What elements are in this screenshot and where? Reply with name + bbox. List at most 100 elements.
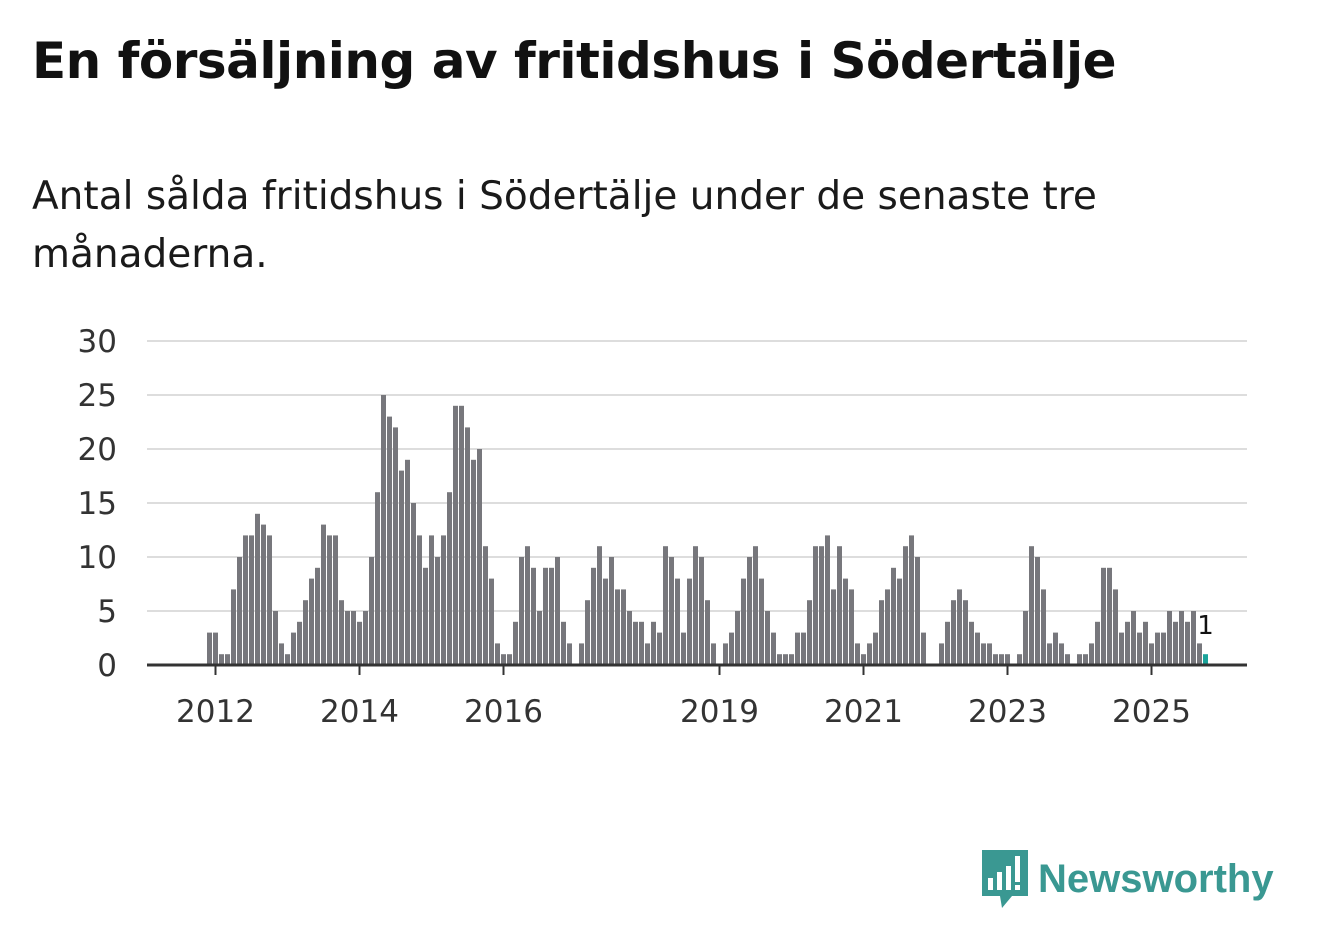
bar [693,546,698,665]
bar [513,621,518,665]
bar [939,643,944,665]
bar [417,535,422,665]
x-tick-label: 2021 [824,694,903,730]
bar [1047,643,1052,665]
bar [423,567,428,665]
bar [777,654,782,665]
bar [813,546,818,665]
bar [1029,546,1034,665]
bar [705,600,710,665]
bar [1173,621,1178,665]
page-title: En försäljning av fritidshus i Södertälj… [32,32,1117,90]
bar [987,643,992,665]
bar [633,621,638,665]
bar [861,654,866,665]
bar [843,578,848,665]
bar [711,643,716,665]
bar [483,546,488,665]
bar [351,611,356,665]
bar [465,427,470,665]
bar [1005,654,1010,665]
bar [1125,621,1130,665]
bar [639,621,644,665]
bar [747,557,752,665]
brand-logo: Newsworthy [980,848,1274,910]
bar [507,654,512,665]
y-tick-label: 5 [97,594,117,630]
bar [309,578,314,665]
bar [957,589,962,665]
bar [429,535,434,665]
bar [615,589,620,665]
bar [657,632,662,665]
y-tick-label: 0 [97,648,117,684]
bar [345,611,350,665]
bar [399,470,404,665]
bar [255,513,260,665]
bar [825,535,830,665]
bar [453,405,458,665]
bar [1095,621,1100,665]
bar [1191,611,1196,665]
bar [759,578,764,665]
bar [729,632,734,665]
bar [849,589,854,665]
bar [579,643,584,665]
bar [549,567,554,665]
bar [1017,654,1022,665]
bar [561,621,566,665]
bar [315,567,320,665]
bar [411,503,416,665]
bar [519,557,524,665]
bar [333,535,338,665]
brand-name: Newsworthy [1038,856,1274,901]
bar [207,632,212,665]
bar [1155,632,1160,665]
bar [1167,611,1172,665]
bar [1107,567,1112,665]
bar [765,611,770,665]
bar [1023,611,1028,665]
bar [243,535,248,665]
bar [537,611,542,665]
bar [459,405,464,665]
bar [1179,611,1184,665]
bar [909,535,914,665]
bar [741,578,746,665]
bar [231,589,236,665]
bar [783,654,788,665]
bar [291,632,296,665]
bar [267,535,272,665]
bar [381,395,386,665]
y-tick-label: 10 [78,540,117,576]
bar [339,600,344,665]
bar [945,621,950,665]
bar [249,535,254,665]
bar [543,567,548,665]
bar [1089,643,1094,665]
bar [651,621,656,665]
bar [273,611,278,665]
bar [357,621,362,665]
y-tick-label: 20 [78,432,117,468]
bar [375,492,380,665]
bar [771,632,776,665]
bar [807,600,812,665]
bar [603,578,608,665]
bar [435,557,440,665]
bar [297,621,302,665]
bar [975,632,980,665]
bar [1185,621,1190,665]
bar [495,643,500,665]
bar [447,492,452,665]
bar [213,632,218,665]
bar [993,654,998,665]
x-tick-label: 2014 [320,694,399,730]
bar [981,643,986,665]
page-subtitle: Antal sålda fritidshus i Södertälje unde… [32,174,1097,277]
bar [531,567,536,665]
bar [609,557,614,665]
bar [1149,643,1154,665]
bar [753,546,758,665]
bar [525,546,530,665]
